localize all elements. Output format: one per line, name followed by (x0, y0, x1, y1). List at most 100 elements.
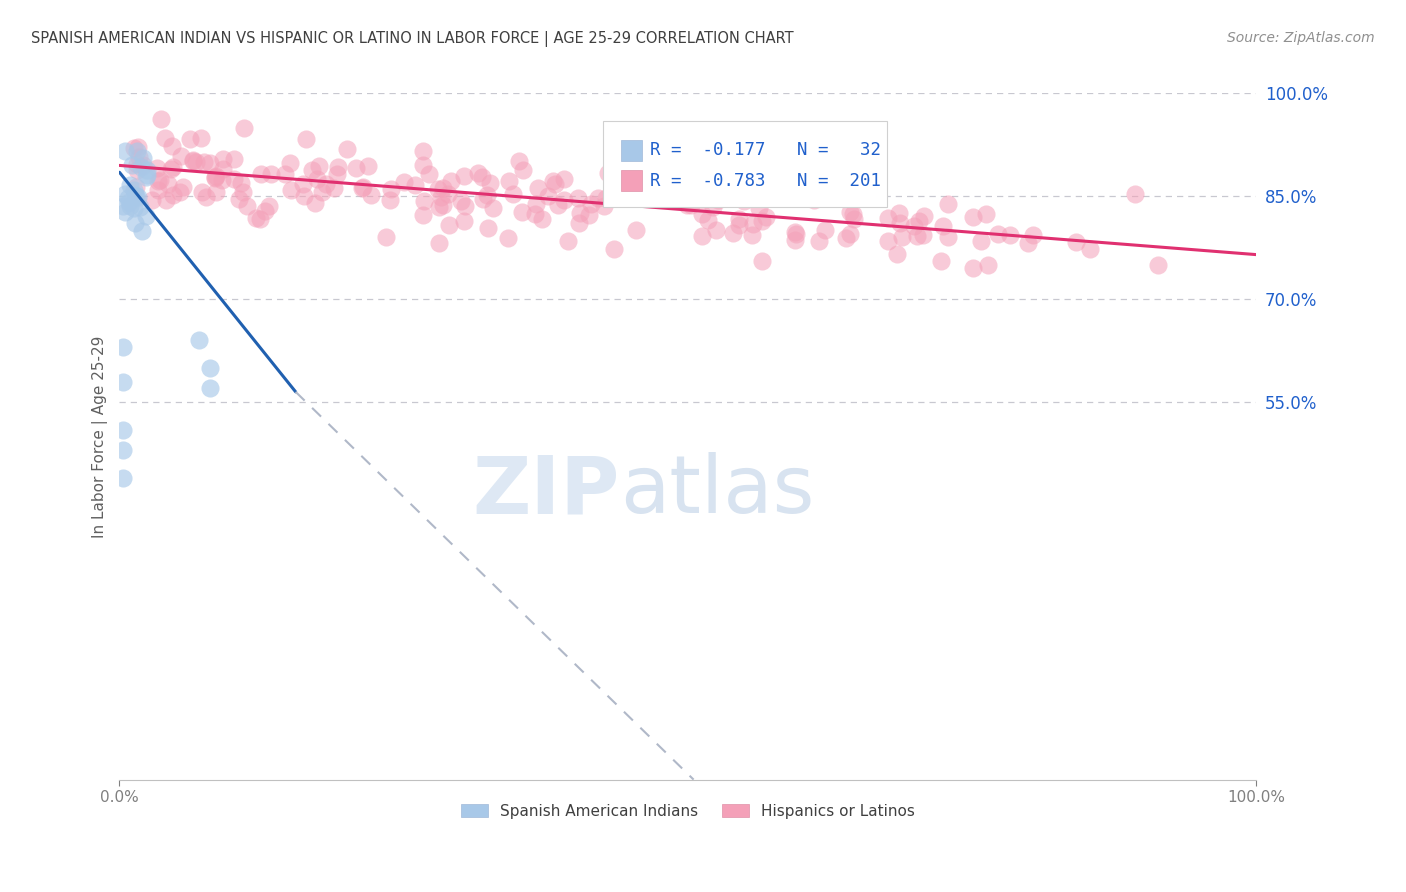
Point (547, 198, 569, 212)
Point (125, 189, 148, 203)
Point (224, 171, 246, 186)
Point (886, 246, 908, 260)
Point (427, 201, 450, 215)
Point (479, 176, 502, 190)
Point (783, 233, 806, 247)
Point (114, 144, 136, 158)
Point (212, 161, 235, 176)
Point (427, 182, 450, 196)
Point (970, 234, 993, 248)
Point (211, 173, 233, 187)
Point (686, 186, 709, 200)
Point (524, 207, 547, 221)
Point (132, 151, 155, 165)
Point (292, 188, 315, 202)
Point (222, 153, 245, 167)
Point (586, 191, 609, 205)
Point (530, 211, 553, 226)
Point (190, 130, 212, 145)
Point (936, 230, 959, 244)
Point (690, 207, 713, 221)
Point (803, 193, 825, 207)
Point (233, 121, 256, 136)
Point (1123, 187, 1146, 202)
Point (603, 242, 626, 256)
Point (553, 172, 575, 186)
Point (135, 163, 157, 178)
Point (135, 209, 157, 223)
Point (1022, 228, 1045, 243)
Point (170, 148, 193, 162)
Point (360, 188, 382, 202)
Point (569, 206, 592, 220)
Point (659, 162, 682, 177)
Point (188, 334, 211, 348)
Point (148, 183, 170, 197)
Point (742, 217, 765, 231)
Point (278, 155, 301, 169)
Point (205, 186, 228, 200)
Point (249, 167, 271, 181)
Point (502, 187, 524, 202)
FancyBboxPatch shape (603, 120, 887, 207)
Point (128, 200, 150, 214)
Point (245, 211, 267, 225)
Point (326, 160, 349, 174)
Point (418, 167, 440, 181)
Point (962, 260, 984, 275)
Point (681, 154, 703, 169)
Point (908, 214, 931, 228)
Point (141, 193, 163, 207)
Point (326, 167, 349, 181)
Point (595, 191, 617, 205)
Point (751, 213, 773, 227)
Point (962, 210, 984, 224)
Point (127, 140, 149, 154)
Point (111, 375, 134, 389)
Point (603, 171, 626, 186)
Point (508, 153, 530, 168)
Point (412, 144, 434, 158)
Point (228, 192, 250, 206)
Point (733, 194, 755, 209)
Point (114, 205, 136, 219)
Point (651, 177, 673, 191)
Point (578, 208, 600, 222)
Point (231, 176, 253, 190)
Point (257, 199, 280, 213)
Point (111, 470, 134, 484)
Point (453, 200, 475, 214)
Point (117, 194, 139, 209)
Point (440, 174, 463, 188)
Point (160, 138, 183, 153)
Point (707, 194, 730, 208)
Point (427, 236, 450, 251)
Point (211, 152, 233, 166)
Point (905, 229, 928, 244)
Point (844, 212, 866, 227)
Point (436, 187, 458, 202)
Point (1000, 227, 1022, 242)
Point (308, 159, 330, 173)
Point (877, 235, 900, 249)
Point (876, 211, 898, 225)
Point (336, 142, 359, 156)
Point (292, 177, 315, 191)
Point (172, 180, 194, 194)
Point (357, 159, 380, 173)
Point (150, 112, 173, 127)
Point (807, 234, 830, 248)
Point (903, 219, 925, 234)
Point (235, 199, 257, 213)
Point (120, 178, 142, 193)
Point (835, 231, 858, 245)
Point (467, 166, 489, 180)
Point (1017, 236, 1039, 251)
Point (124, 188, 146, 202)
Point (200, 381, 222, 395)
Point (111, 423, 134, 437)
Point (344, 161, 367, 176)
Point (541, 174, 564, 188)
Point (911, 228, 934, 243)
Point (315, 177, 337, 191)
